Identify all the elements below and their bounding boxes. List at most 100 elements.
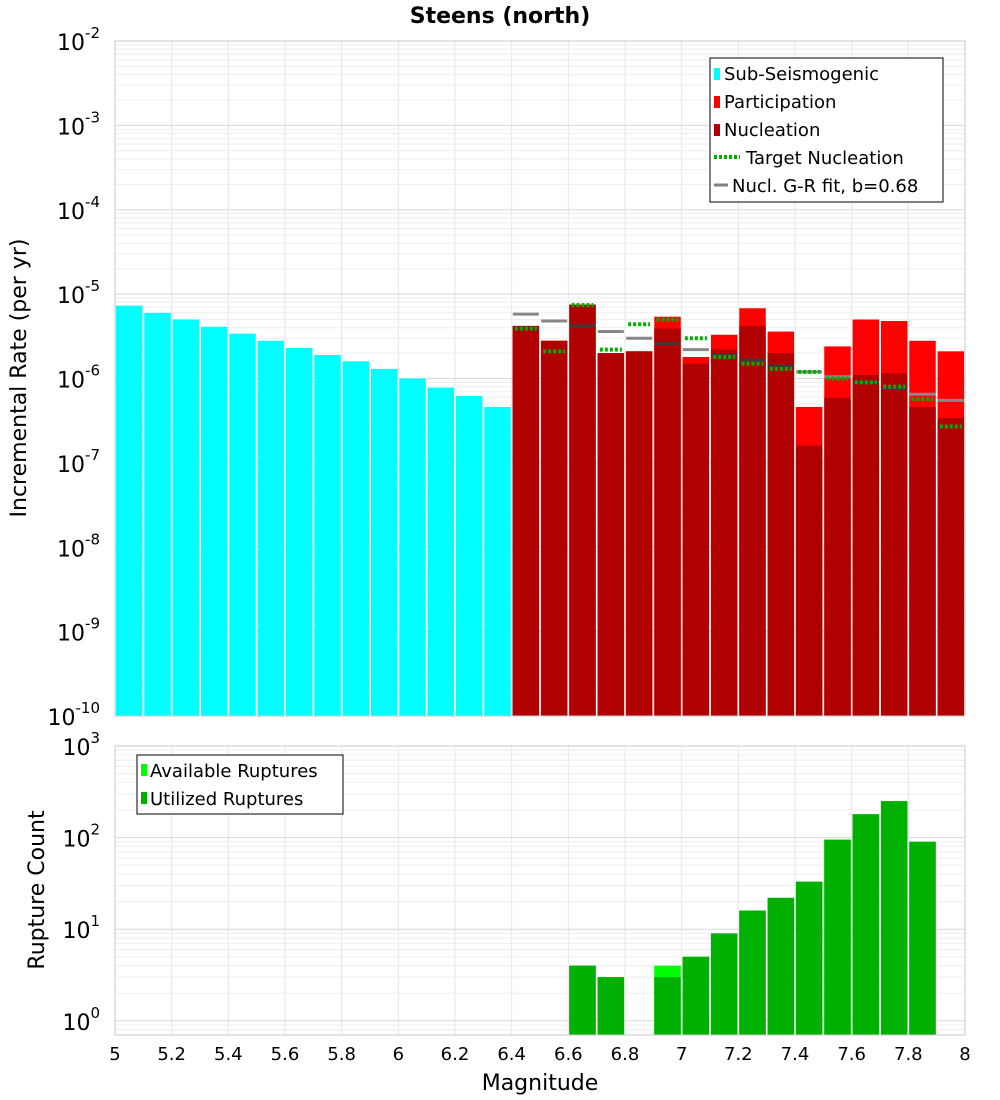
sub-seismogenic-bar [314,354,341,716]
sub-seismogenic-bar [342,361,370,716]
rate-fit-lines [512,303,964,429]
nucleation-bar [682,363,710,716]
utilized-ruptures-bar [824,839,851,1035]
sub-seismogenic-bar [172,319,200,716]
count-y-tick-label: 102 [62,821,100,853]
x-tick-label: 5.2 [157,1044,186,1065]
count-y-tick-label: 103 [62,729,100,761]
count-y-axis-label: Rupture Count [25,810,50,970]
chart-title: Steens (north) [410,4,591,29]
count-y-tick-base: 10 [62,736,90,761]
sub-seismogenic-bar [115,305,143,716]
sub-seismogenic-bar [257,340,285,716]
legend-swatch-utilized-ruptures [141,792,147,804]
sub-seismogenic-bar [144,312,171,716]
nucleation-bar [710,349,738,716]
count-y-tick-base: 10 [62,828,90,853]
legend-swatch-nucleation [714,124,720,136]
nucleation-bar [569,304,596,716]
count-y-tick-exp: 1 [90,912,100,930]
rate-y-tick-exp: -10 [76,699,101,717]
rate-y-tick-exp: -3 [85,108,100,126]
rate-y-tick-label: 10-6 [57,362,100,394]
rate-y-tick-label: 10-3 [57,108,100,140]
utilized-ruptures-bar [654,977,681,1035]
nucleation-bar [767,353,795,716]
rate-gridlines [114,41,966,717]
rate-y-tick-base: 10 [57,369,85,394]
rate-y-tick-base: 10 [57,622,85,647]
sub-seismogenic-bar [370,368,398,716]
legend-label-gr-fit: Nucl. G-R fit, b=0.68 [732,176,918,197]
utilized-ruptures-bar [710,933,738,1035]
count-y-tick-exp: 3 [90,729,100,747]
utilized-ruptures-bar [569,965,596,1035]
nucleation-bar [540,340,568,716]
sub-seismogenic-bar [229,333,256,716]
rate-y-tick-base: 10 [57,115,85,140]
sub-seismogenic-bar [427,387,455,716]
rate-y-axis-label: Incremental Rate (per yr) [7,239,32,518]
count-y-tick-label: 100 [62,1004,100,1036]
x-tick-label: 5.4 [214,1044,243,1065]
legend-label-participation: Participation [724,92,836,113]
rate-y-tick-label: 10-8 [57,530,100,562]
x-tick-label: 6.8 [611,1044,640,1065]
x-tick-label: 6.6 [554,1044,583,1065]
x-tick-label: 6.2 [441,1044,470,1065]
rate-y-tick-base: 10 [57,537,85,562]
rate-y-tick-base: 10 [57,453,85,478]
nucleation-bar [880,373,908,716]
nucleation-bar [512,325,540,716]
x-tick-label: 5.8 [327,1044,356,1065]
nucleation-bar [654,328,681,716]
nucleation-bar [852,375,880,716]
sub-seismogenic-bar [200,326,228,716]
rate-y-tick-base: 10 [57,200,85,225]
utilized-ruptures-bar [880,801,908,1035]
legend-label-sub-seismogenic: Sub-Seismogenic [724,64,879,85]
count-y-tick-base: 10 [62,1011,90,1036]
rate-plot-frame [114,40,966,717]
rate-y-tick-base: 10 [57,31,85,56]
x-tick-label: 6 [393,1044,404,1065]
count-x-ticks: 5 5.2 5.4 5.6 5.8 6 6.2 6.4 6.6 6.8 7 7.2 7.4 7.6 7.8 8 [109,1044,970,1065]
utilized-ruptures-bar [852,814,880,1035]
rate-y-tick-label: 10-10 [48,699,101,731]
rate-legend: Sub-Seismogenic Participation Nucleation… [709,57,944,203]
legend-label-available-ruptures: Available Ruptures [150,761,318,782]
rate-y-tick-label: 10-9 [57,615,100,647]
x-tick-label: 7.4 [781,1044,810,1065]
legend-swatch-participation [714,96,720,108]
rate-y-tick-exp: -2 [85,24,100,42]
nucleation-bar [625,351,653,716]
nucleation-bar [795,445,823,716]
x-tick-label: 8 [959,1044,970,1065]
rate-y-tick-label: 10-5 [57,277,100,309]
rate-y-tick-exp: -7 [85,446,100,464]
nucleation-bar [739,325,766,716]
x-tick-label: 5.6 [271,1044,300,1065]
nucleation-bar [937,418,965,716]
rate-y-tick-label: 10-7 [57,446,100,478]
count-bars [569,801,936,1035]
rate-bars [115,304,965,716]
legend-label-target-nucleation: Target Nucleation [745,148,904,169]
sub-seismogenic-bar [399,378,426,716]
utilized-ruptures-bar [597,977,625,1035]
rate-legend-box [709,57,944,203]
count-y-tick-label: 101 [62,912,100,944]
nucleation-bar [597,353,625,716]
rate-y-tick-base: 10 [48,706,76,731]
rate-y-tick-base: 10 [57,284,85,309]
utilized-ruptures-bar [909,841,936,1035]
sub-seismogenic-bar [285,347,313,716]
legend-label-nucleation: Nucleation [724,120,820,141]
count-legend: Available Ruptures Utilized Ruptures [136,754,344,815]
x-tick-label: 7 [676,1044,687,1065]
